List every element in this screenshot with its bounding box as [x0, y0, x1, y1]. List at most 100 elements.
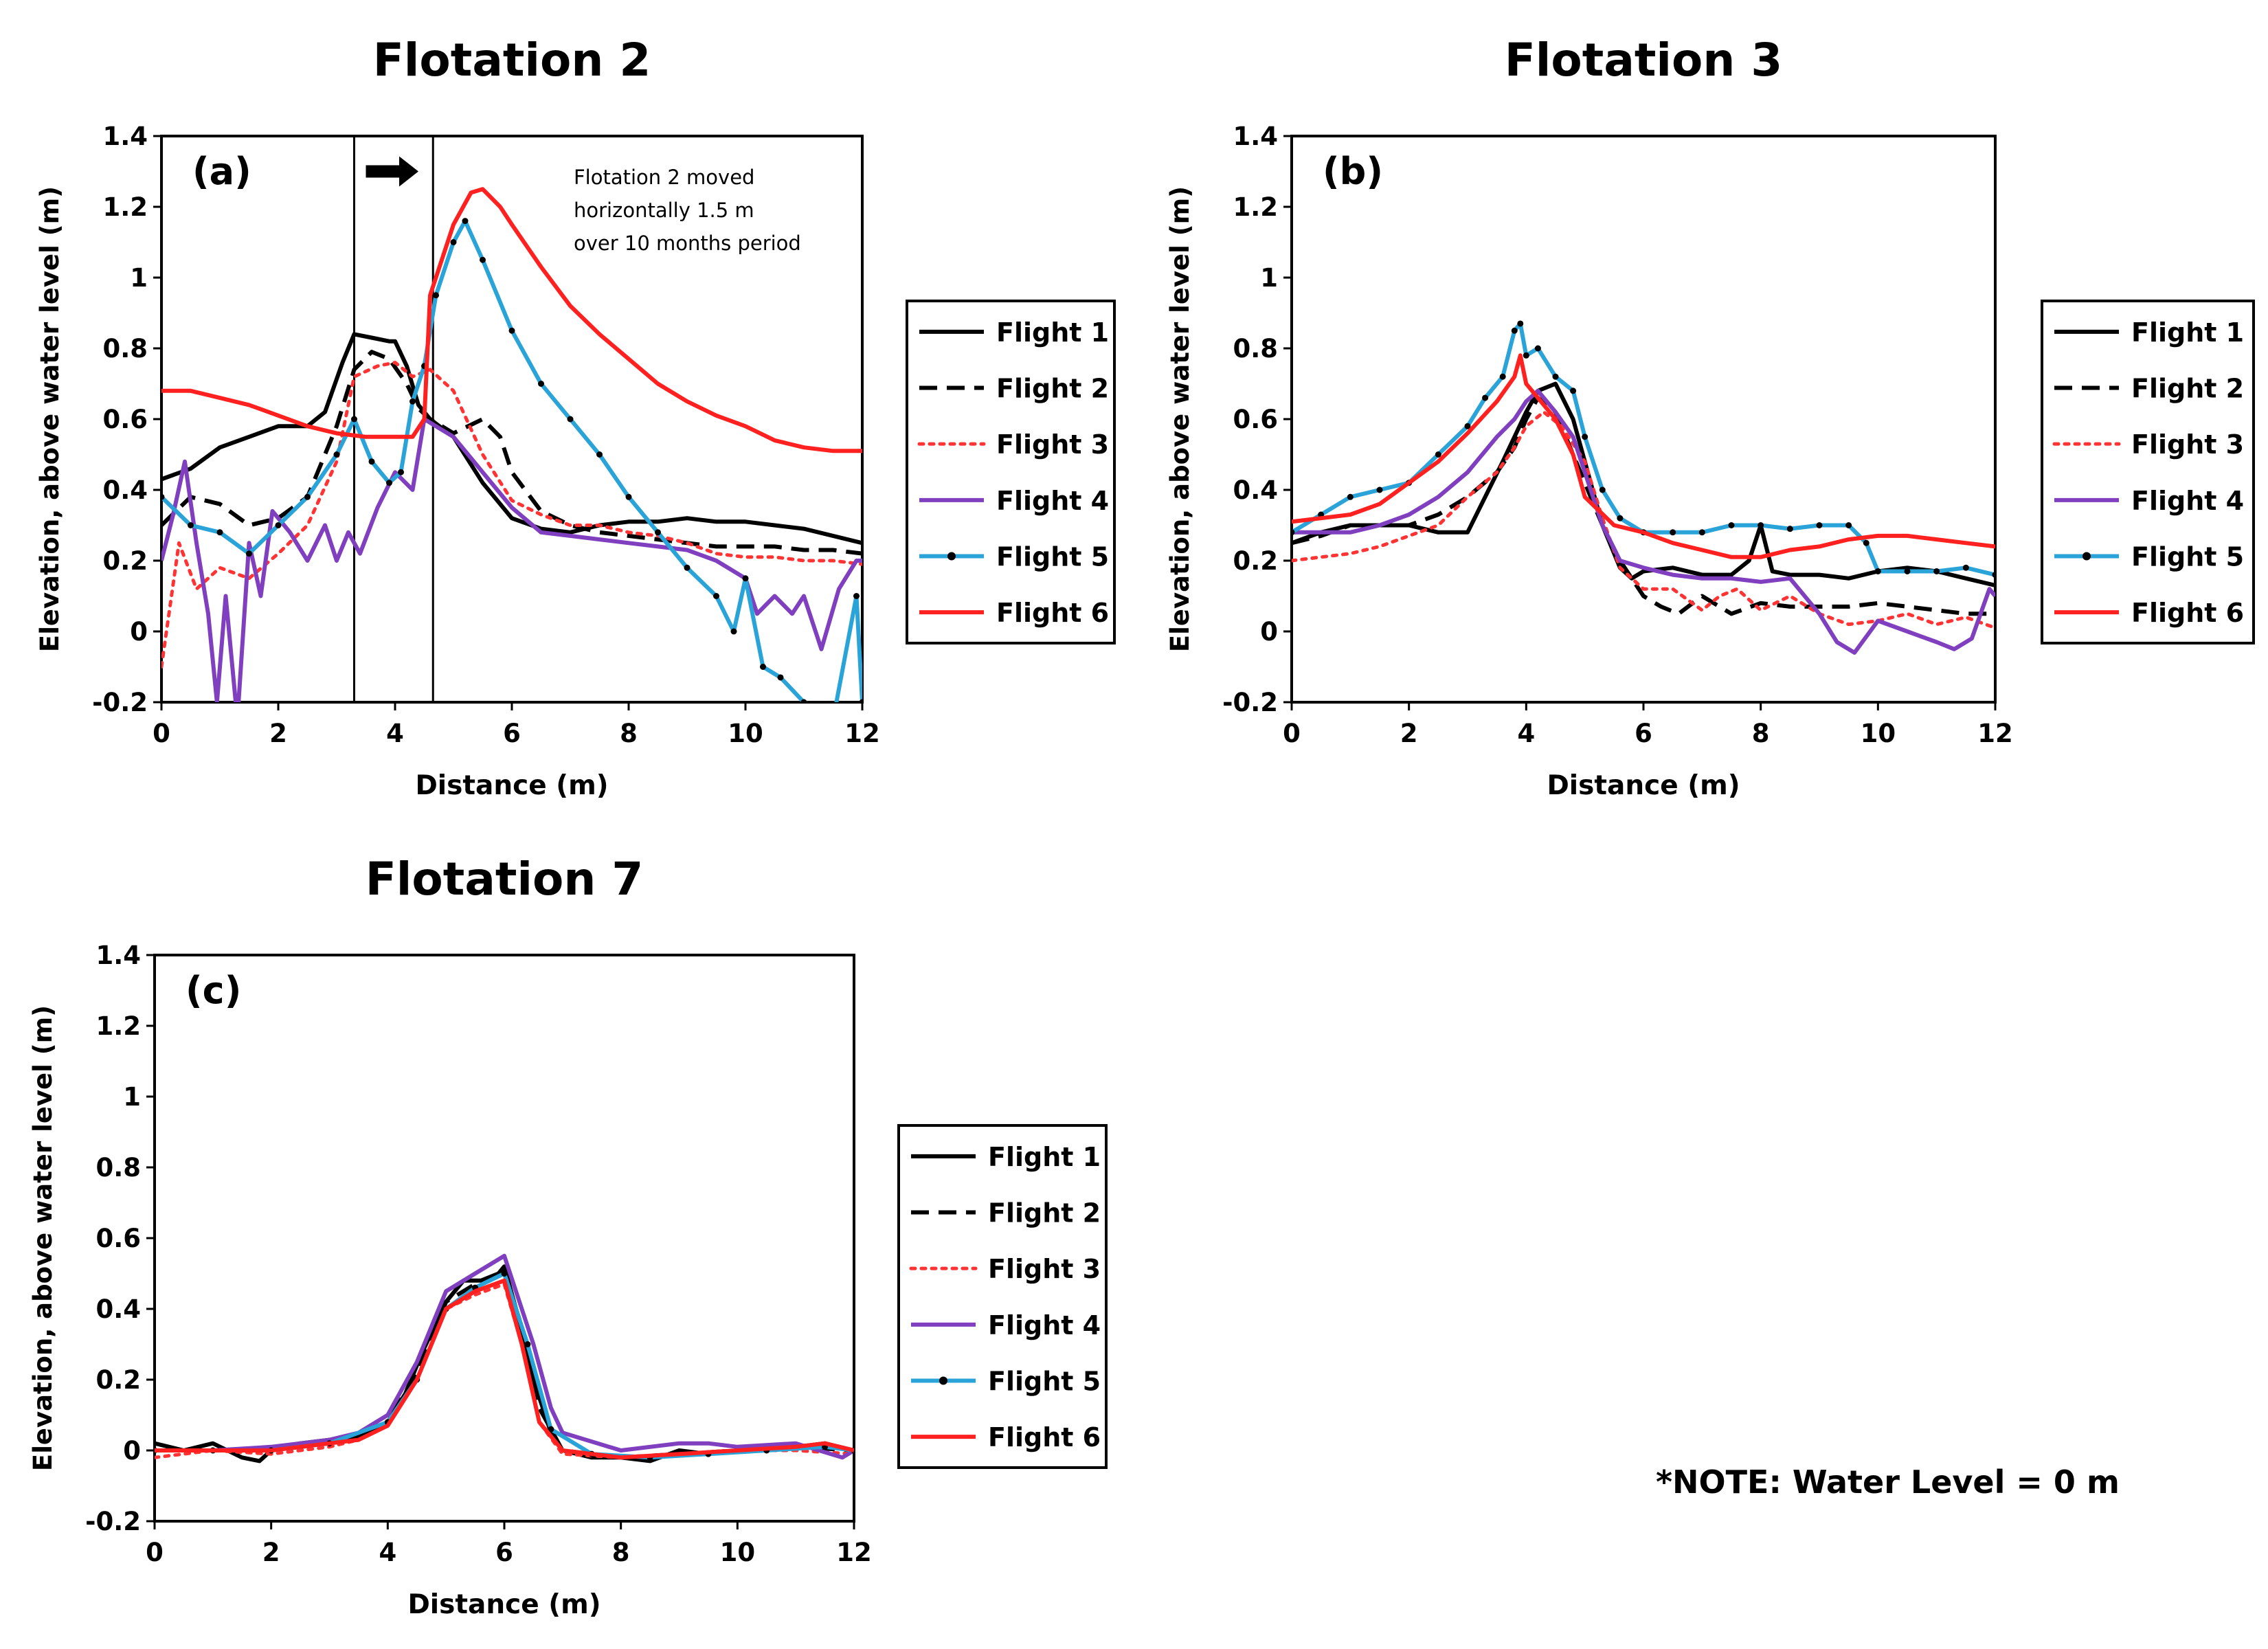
legend-entry: Flight 1 — [996, 317, 1109, 348]
series-group — [161, 187, 862, 702]
series-point-flight-5 — [1816, 522, 1823, 528]
legend: Flight 1 Flight 2 Flight 3 Flight 4 Flight 5… — [906, 300, 1116, 644]
y-tick-label: 0.6 — [96, 1224, 141, 1253]
plot-area — [160, 135, 864, 704]
series-line-flight-5 — [1292, 321, 1995, 577]
y-tick-label: 1.2 — [96, 1011, 141, 1041]
y-tick-label: 0 — [130, 617, 148, 647]
x-axis-label: Distance (m) — [1547, 770, 1740, 801]
series-point-flight-5 — [1863, 539, 1870, 546]
legend-entry: Flight 6 — [996, 598, 1109, 628]
series-point-flight-5 — [450, 239, 457, 245]
panel-label: (b) — [1323, 150, 1383, 193]
legend-marker — [947, 552, 956, 561]
x-tick-label: 8 — [612, 1538, 630, 1567]
y-tick-label: 0 — [123, 1436, 141, 1466]
y-tick-label: 0.6 — [102, 405, 148, 434]
legend-entry: Flight 5 — [988, 1366, 1101, 1396]
series-point-flight-5 — [188, 522, 194, 528]
legend-entry: Flight 3 — [996, 429, 1109, 460]
series-point-flight-5 — [275, 522, 282, 528]
series-point-flight-5 — [625, 493, 632, 500]
series-point-flight-5 — [655, 529, 661, 536]
legend-box — [2041, 300, 2255, 644]
series-group — [1292, 320, 1995, 655]
legend-entry: Flight 2 — [988, 1198, 1101, 1229]
series-point-flight-5 — [777, 674, 784, 681]
series-point-flight-5 — [161, 493, 165, 500]
chart-panel-2: Flotation 3-0.200.20.40.60.811.21.40 2 4 6 8… — [1165, 34, 2255, 801]
legend-entry: Flight 2 — [2131, 374, 2244, 404]
legend: Flight 1 Flight 2 Flight 3 Flight 4 Flight 5… — [2041, 300, 2255, 644]
legend-entry: Flight 4 — [988, 1310, 1101, 1340]
series-point-flight-5 — [386, 480, 392, 486]
legend-entry: Flight 1 — [988, 1142, 1101, 1172]
series-point-flight-5 — [1845, 522, 1852, 528]
y-tick-label: 0.2 — [102, 546, 148, 576]
series-point-flight-5 — [1582, 434, 1588, 440]
legend-box — [906, 300, 1116, 644]
series-group — [155, 1253, 854, 1463]
x-tick-label: 8 — [1752, 719, 1770, 748]
x-tick-label: 4 — [379, 1538, 396, 1567]
series-point-flight-5 — [216, 529, 223, 536]
series-point-flight-5 — [409, 398, 416, 405]
series-point-flight-5 — [480, 256, 486, 263]
x-axis-label: Distance (m) — [415, 770, 608, 801]
x-tick-label: 4 — [1517, 719, 1535, 748]
series-point-flight-5 — [1499, 373, 1506, 380]
x-tick-label: 6 — [1635, 719, 1652, 748]
legend-entry: Flight 2 — [996, 374, 1109, 404]
series-point-flight-5 — [742, 575, 749, 582]
y-tick-label: 1.2 — [102, 192, 148, 222]
x-tick-label: 8 — [620, 719, 638, 748]
series-point-flight-5 — [1517, 320, 1524, 327]
x-tick-label: 4 — [386, 719, 404, 748]
x-axis-label: Distance (m) — [407, 1589, 600, 1620]
chart-panel-3: Flotation 7-0.200.20.40.60.811.21.40 2 4 6 8… — [28, 853, 1108, 1620]
x-tick-label: 2 — [262, 1538, 280, 1567]
series-point-flight-5 — [1482, 394, 1489, 401]
series-point-flight-5 — [333, 451, 340, 458]
x-tick-label: 12 — [844, 719, 880, 748]
series-point-flight-5 — [713, 593, 719, 599]
legend-marker — [939, 1376, 947, 1385]
series-point-flight-5 — [351, 416, 357, 423]
chart-title: Flotation 7 — [366, 853, 644, 906]
annotation-text: horizontally 1.5 m — [574, 199, 754, 222]
series-line-flight-2 — [161, 350, 862, 556]
x-tick-label: 10 — [728, 719, 763, 748]
panel-label: (c) — [186, 969, 241, 1012]
y-tick-label: 0.8 — [96, 1153, 141, 1182]
y-tick-label: 1.2 — [1233, 192, 1278, 222]
y-tick-label: 0.4 — [102, 475, 148, 505]
series-point-flight-5 — [1617, 515, 1624, 521]
y-tick-label: 0 — [1260, 617, 1278, 647]
y-tick-label: 0.2 — [96, 1365, 141, 1395]
series-line-flight-6 — [161, 187, 862, 453]
series-point-flight-5 — [1523, 352, 1529, 359]
series-point-flight-5 — [1376, 486, 1383, 493]
legend-entry: Flight 5 — [996, 541, 1109, 572]
series-point-flight-5 — [567, 416, 574, 423]
series-point-flight-5 — [538, 381, 544, 387]
arrow-right-icon — [366, 156, 418, 187]
series-point-flight-5 — [1758, 522, 1764, 528]
series-point-flight-5 — [524, 1341, 531, 1347]
x-tick-label: 2 — [269, 719, 287, 748]
y-tick-label: 1.4 — [96, 941, 141, 970]
x-tick-label: 6 — [495, 1538, 513, 1567]
y-tick-label: -0.2 — [85, 1507, 141, 1536]
series-point-flight-5 — [730, 628, 737, 635]
x-tick-label: 0 — [146, 1538, 164, 1567]
series-point-flight-5 — [1728, 522, 1735, 528]
y-tick-label: -0.2 — [1222, 688, 1278, 717]
y-axis-label: Elevation, above water level (m) — [1165, 186, 1195, 652]
series-point-flight-5 — [853, 593, 860, 599]
legend-entry: Flight 4 — [996, 486, 1109, 516]
plot-area — [1290, 135, 1997, 704]
x-tick-label: 12 — [836, 1538, 872, 1567]
series-point-flight-5 — [501, 1270, 508, 1277]
chart-title: Flotation 3 — [1505, 34, 1783, 87]
